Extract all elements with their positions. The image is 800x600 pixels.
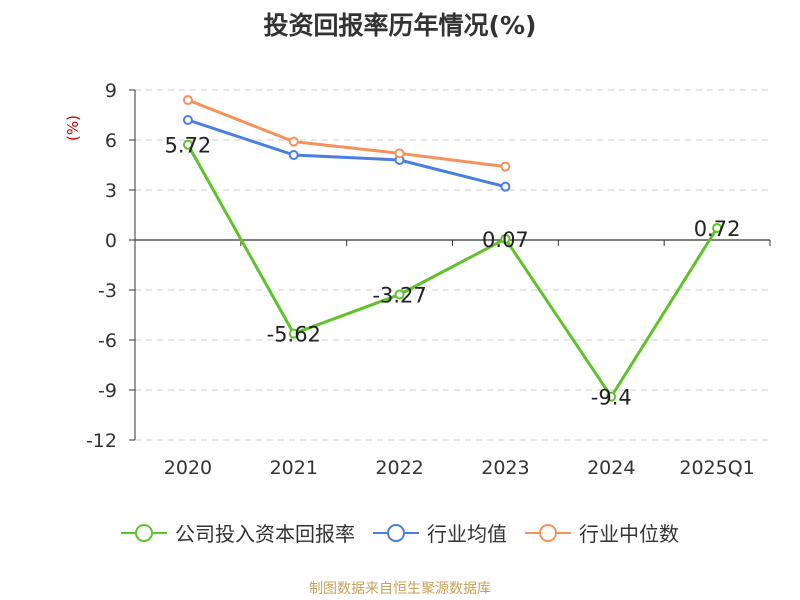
data-point <box>394 148 405 159</box>
data-label: -5.62 <box>267 323 321 347</box>
data-point <box>182 95 193 105</box>
data-point <box>182 139 193 150</box>
data-label: 5.72 <box>165 134 212 158</box>
data-point <box>182 115 193 125</box>
legend-item: 行业中位数 <box>525 518 679 547</box>
y-tick-label: -3 <box>98 280 117 302</box>
data-label: 0.07 <box>482 228 529 252</box>
series-layer <box>182 95 723 402</box>
x-tick-label: 2022 <box>375 457 423 479</box>
x-tick-label: 2020 <box>164 457 212 479</box>
x-tick-label: 2024 <box>587 457 635 479</box>
chart-title: 投资回报率历年情况(%) <box>263 11 537 40</box>
y-axis-label: (%) <box>64 115 82 141</box>
series-line <box>187 118 506 189</box>
y-tick-label: 6 <box>105 130 117 152</box>
data-point <box>288 150 299 160</box>
data-point <box>500 181 511 192</box>
data-point <box>606 391 617 402</box>
series-line <box>187 98 506 169</box>
y-tick-label: -6 <box>98 330 117 352</box>
legend-label: 行业均值 <box>427 522 507 546</box>
y-tick-label: -9 <box>98 380 117 402</box>
legend-item: 公司投入资本回报率 <box>121 518 355 547</box>
legend-line-marker-icon <box>525 523 571 543</box>
y-tick-label: -12 <box>86 430 117 452</box>
source-note: 制图数据来自恒生聚源数据库 <box>309 581 491 597</box>
data-label: 0.72 <box>694 217 741 241</box>
y-tick-label: 3 <box>105 180 117 202</box>
y-tick-label: 9 <box>105 80 117 102</box>
data-point <box>288 136 299 147</box>
data-label: -9.4 <box>591 386 632 410</box>
data-point <box>394 289 405 300</box>
data-point <box>500 233 511 244</box>
legend-line-marker-icon <box>373 523 419 543</box>
legend: 公司投入资本回报率 行业均值 行业中位数 <box>0 518 800 547</box>
data-label: -3.27 <box>372 284 426 308</box>
data-point <box>712 223 723 233</box>
legend-label: 公司投入资本回报率 <box>175 522 355 546</box>
series-line <box>186 143 719 399</box>
x-tick-label: 2025Q1 <box>679 457 754 479</box>
data-label-layer: 5.72 -5.62 -3.27 0.07 -9.4 0.72 <box>165 134 741 410</box>
legend-label: 行业中位数 <box>579 522 679 546</box>
grid-layer <box>135 89 770 441</box>
x-tick-label: 2021 <box>270 457 318 479</box>
data-point <box>288 328 299 339</box>
y-tick-label: 0 <box>105 230 117 252</box>
axis-layer: 9 6 3 0 -3 -6 -9 -12 2020 2021 2022 2023 2024 2025Q1 <box>86 80 771 479</box>
data-point <box>500 161 511 172</box>
legend-line-marker-icon <box>121 523 167 543</box>
legend-item: 行业均值 <box>373 518 507 547</box>
x-tick-label: 2023 <box>481 457 529 479</box>
